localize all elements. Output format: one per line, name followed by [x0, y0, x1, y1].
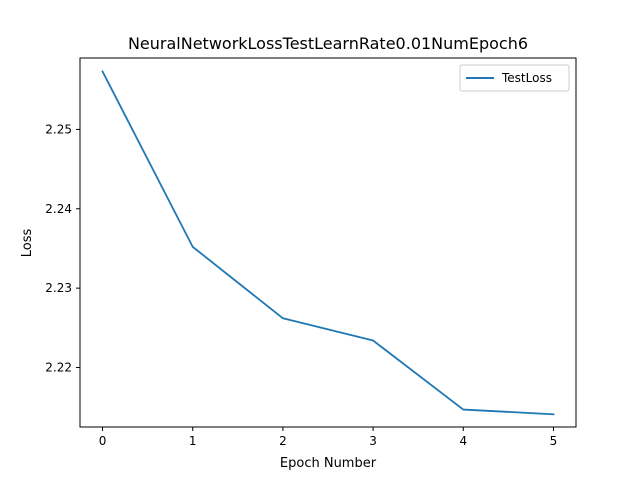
x-tick-label: 0: [99, 434, 107, 448]
x-tick-label: 3: [369, 434, 377, 448]
chart-title: NeuralNetworkLossTestLearnRate0.01NumEpo…: [128, 34, 528, 53]
legend: TestLoss: [459, 64, 570, 92]
y-axis-ticks: 2.22 2.23 2.24 2.25: [45, 122, 80, 374]
y-axis-label: Loss: [20, 229, 35, 258]
x-axis-ticks: 0 1 2 3 4 5: [99, 427, 558, 448]
plot-area: 0 1 2 3 4 5 2.22 2.23 2.24 2.25: [45, 57, 577, 448]
y-tick-label: 2.25: [45, 122, 72, 136]
legend-box: [459, 64, 570, 92]
y-tick-label: 2.22: [45, 360, 72, 374]
x-tick-label: 5: [550, 434, 558, 448]
plot-frame: [79, 57, 577, 428]
y-tick-label: 2.23: [45, 281, 72, 295]
y-tick-label: 2.24: [45, 202, 72, 216]
x-axis-label: Epoch Number: [280, 456, 377, 471]
x-tick-label: 4: [459, 434, 467, 448]
legend-entry-testloss: TestLoss: [501, 71, 552, 85]
x-tick-label: 2: [279, 434, 287, 448]
x-tick-label: 1: [189, 434, 197, 448]
series-layer: [101, 70, 555, 416]
series-line-testloss: [101, 70, 555, 416]
